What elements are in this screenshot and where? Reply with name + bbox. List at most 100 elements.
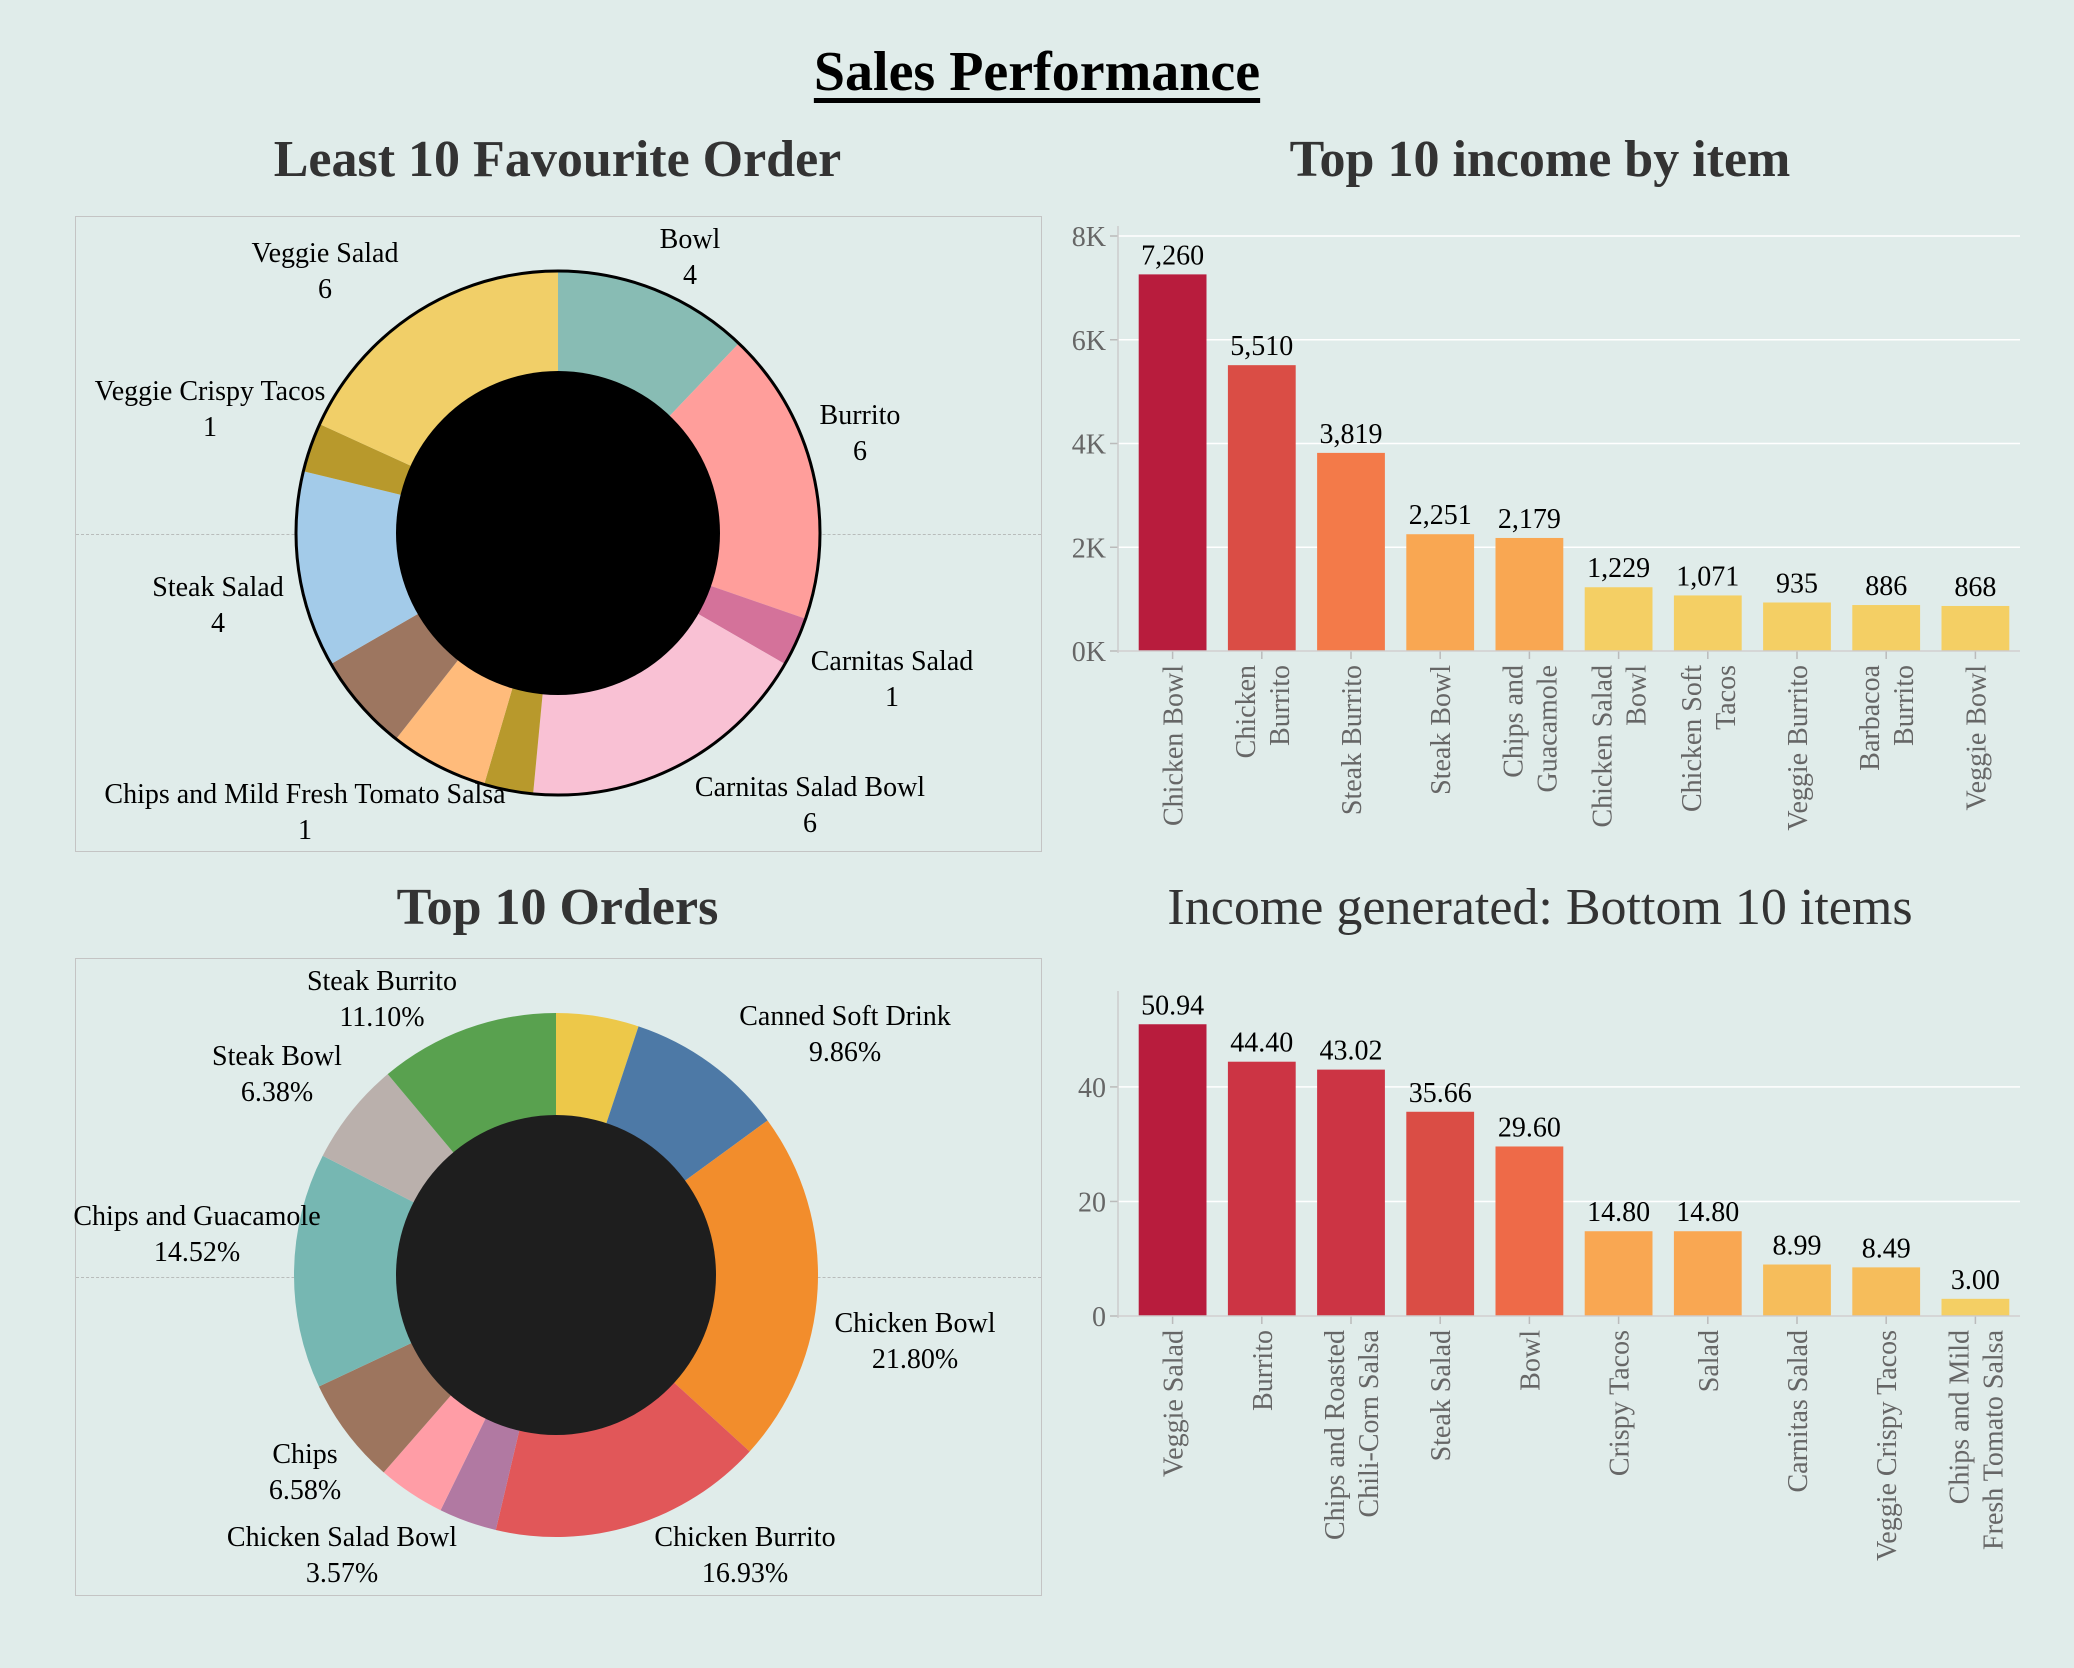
bar-value-label: 14.80 [1587, 1197, 1650, 1228]
bar-chicken-bowl [1138, 274, 1207, 651]
x-tick-label: Bowl [1515, 1330, 1546, 1391]
slice-label-steak-salad: Steak Salad [152, 572, 283, 603]
slice-label-canned-soft-drink: Canned Soft Drink [739, 1001, 951, 1032]
bar-chips-and-mild-fresh-tomato-salsa [1941, 1298, 2010, 1316]
bar-value-label: 2,251 [1409, 500, 1472, 531]
x-tick-label-line: Barbacoa [1855, 664, 1886, 770]
bar-value-label: 8.99 [1773, 1231, 1822, 1262]
x-tick-label: Veggie Salad [1159, 1330, 1190, 1477]
slice-label-veggie-crispy-tacos: Veggie Crispy Tacos [95, 376, 326, 407]
x-tick-label-line: Steak Salad [1426, 1330, 1457, 1461]
x-tick-label-line: Veggie Bowl [1961, 665, 1992, 811]
slice-value-veggie-crispy-tacos: 1 [203, 412, 217, 443]
bar-crispy-tacos [1584, 1231, 1653, 1316]
x-tick-label-line: Chili-Corn Salsa [1354, 1329, 1385, 1517]
x-tick-label: Barbacoa Burrito [1855, 664, 1920, 770]
x-tick-label: Crispy Tacos [1605, 1330, 1636, 1476]
bar-value-label: 14.80 [1676, 1197, 1739, 1228]
x-tick-label-line: Veggie Salad [1159, 1330, 1190, 1477]
slice-value-chicken-salad-bowl: 3.57% [306, 1558, 378, 1589]
bar-barbacoa-burrito [1852, 605, 1921, 651]
slice-value-chicken-burrito: 16.93% [702, 1558, 788, 1589]
y-tick-label: 4K [1072, 430, 1106, 461]
x-tick-label: Chicken Salad Bowl [1588, 665, 1653, 828]
x-tick-label-line: Chicken [1231, 665, 1262, 758]
x-tick-label: Veggie Burrito [1783, 665, 1814, 831]
x-tick-label: Burrito [1248, 1330, 1279, 1411]
slice-label-chips-and-guacamole: Chips and Guacamole [73, 1201, 320, 1232]
bar-value-label: 1,071 [1676, 561, 1739, 592]
x-tick-label-line: Steak Burrito [1337, 665, 1368, 815]
bar-bowl [1495, 1146, 1564, 1316]
bar-carnitas-salad [1763, 1264, 1831, 1316]
x-tick-label-line: Fresh Tomato Salsa [1978, 1329, 2009, 1550]
x-tick-label: Chicken Bowl [1159, 665, 1190, 826]
bar-salad [1673, 1231, 1742, 1316]
x-tick-label-line: Salad [1694, 1330, 1725, 1392]
x-tick-label-line: Tacos [1711, 665, 1742, 730]
bar-chips-and-roasted-chili-corn-salsa [1317, 1069, 1385, 1316]
x-tick-label: Chips and Roasted Chili-Corn Salsa [1320, 1329, 1385, 1540]
slice-label-chicken-burrito: Chicken Burrito [654, 1522, 835, 1553]
y-tick-label: 2K [1072, 533, 1106, 564]
x-tick-label: Chips and Mild Fresh Tomato Salsa [1944, 1329, 2009, 1550]
slice-label-chips-and-mild-fresh-tomato-salsa: Chips and Mild Fresh Tomato Salsa [104, 779, 506, 810]
bar-steak-salad [1406, 1111, 1475, 1316]
x-tick-label-line: Veggie Crispy Tacos [1872, 1330, 1903, 1561]
slice-value-chips: 6.58% [269, 1475, 341, 1506]
x-tick-label-line: Bowl [1622, 665, 1653, 726]
slice-label-chicken-bowl: Chicken Bowl [835, 1308, 996, 1339]
slice-value-burrito: 6 [853, 436, 867, 467]
bar-value-label: 3,819 [1320, 419, 1383, 450]
donut-outline [294, 269, 822, 797]
slice-label-steak-burrito: Steak Burrito [307, 966, 457, 997]
x-tick-label-line: Steak Bowl [1426, 665, 1457, 795]
bar-value-label: 886 [1865, 571, 1907, 602]
slice-value-chicken-bowl: 21.80% [872, 1344, 958, 1375]
bar-value-label: 35.66 [1409, 1078, 1472, 1109]
slice-value-chips-and-mild-fresh-tomato-salsa: 1 [298, 815, 312, 846]
x-tick-label: Steak Burrito [1337, 665, 1368, 815]
x-tick-label: Chips and Guacamole [1498, 665, 1563, 793]
bar-chicken-salad-bowl [1584, 587, 1653, 651]
slice-value-bowl: 4 [683, 260, 697, 291]
dashboard-title: Sales Performance [813, 41, 1261, 103]
bar-value-label: 1,229 [1587, 553, 1650, 584]
bar-burrito [1227, 1061, 1296, 1316]
slice-label-chicken-salad-bowl: Chicken Salad Bowl [227, 1522, 457, 1553]
bar-value-label: 50.94 [1141, 990, 1204, 1021]
top-orders-title: Top 10 Orders [396, 879, 719, 936]
slice-label-chips: Chips [272, 1439, 337, 1470]
x-tick-label: Chicken Soft Tacos [1677, 665, 1742, 812]
slice-label-bowl: Bowl [660, 224, 721, 255]
bar-value-label: 8.49 [1862, 1233, 1911, 1264]
x-tick-label-line: Chips and Roasted [1320, 1330, 1351, 1540]
bar-veggie-bowl [1941, 605, 2010, 651]
slice-value-steak-burrito: 11.10% [339, 1002, 424, 1033]
bar-value-label: 44.40 [1230, 1028, 1293, 1059]
slice-label-carnitas-salad-bowl: Carnitas Salad Bowl [695, 772, 925, 803]
donut-hole [396, 371, 720, 695]
bar-value-label: 935 [1776, 568, 1818, 599]
y-tick-label: 0 [1092, 1302, 1106, 1333]
slice-label-carnitas-salad: Carnitas Salad [811, 646, 974, 677]
bar-chicken-soft-tacos [1673, 595, 1742, 651]
x-tick-label-line: Crispy Tacos [1605, 1330, 1636, 1476]
x-tick-label-line: Guacamole [1532, 665, 1563, 793]
x-tick-label-line: Chips and [1498, 665, 1529, 778]
x-tick-label: Chicken Burrito [1231, 665, 1296, 758]
bar-veggie-burrito [1763, 602, 1831, 651]
x-tick-label-line: Burrito [1265, 665, 1296, 746]
top-income-title: Top 10 income by item [1289, 131, 1791, 188]
bar-value-label: 868 [1954, 572, 1996, 603]
x-tick-label: Veggie Crispy Tacos [1872, 1330, 1903, 1561]
slice-label-veggie-salad: Veggie Salad [252, 238, 399, 269]
y-tick-label: 6K [1072, 326, 1106, 357]
slice-label-burrito: Burrito [820, 400, 901, 431]
y-tick-label: 40 [1078, 1073, 1106, 1104]
